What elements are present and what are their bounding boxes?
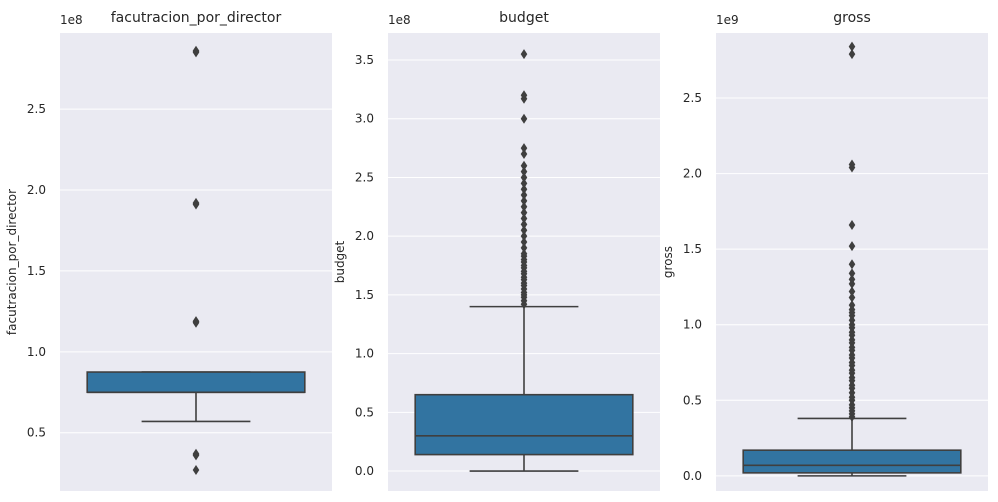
outlier-point bbox=[520, 207, 528, 218]
y-tick-label: 1.5 bbox=[683, 242, 702, 256]
outlier-point bbox=[520, 166, 528, 177]
outlier-point bbox=[848, 49, 856, 60]
outlier-point bbox=[520, 248, 528, 259]
outlier-point bbox=[520, 225, 528, 236]
outlier-point bbox=[520, 184, 528, 195]
plot-area bbox=[60, 33, 332, 491]
outlier-point bbox=[520, 219, 528, 230]
chart-title: budget bbox=[499, 10, 549, 26]
y-axis-multiplier: 1e8 bbox=[388, 13, 411, 27]
outlier-point bbox=[520, 242, 528, 253]
y-tick-label: 0.5 bbox=[355, 405, 374, 419]
y-tick-label: 2.0 bbox=[355, 229, 374, 243]
outlier-point bbox=[520, 190, 528, 201]
outlier-point bbox=[192, 316, 200, 327]
y-tick-label: 0.0 bbox=[355, 464, 374, 478]
y-tick-label: 3.0 bbox=[355, 112, 374, 126]
outlier-point bbox=[520, 195, 528, 206]
y-tick-label: 2.5 bbox=[355, 170, 374, 184]
outlier-point bbox=[520, 49, 528, 60]
subplot-3: 0.0 0.5 1.0 1.5 2.0 2.5 1e9 gross gross bbox=[661, 10, 988, 491]
outlier-point bbox=[848, 274, 856, 285]
outlier-point bbox=[520, 143, 528, 154]
outlier-point bbox=[848, 159, 856, 170]
y-tick-label: 3.5 bbox=[355, 53, 374, 67]
chart-title: facutracion_por_director bbox=[111, 10, 282, 26]
outlier-point bbox=[848, 300, 856, 311]
outlier-point bbox=[520, 178, 528, 189]
outlier-point bbox=[520, 113, 528, 124]
y-tick-label: 0.0 bbox=[683, 469, 702, 483]
outlier-point bbox=[520, 237, 528, 248]
y-axis-multiplier: 1e8 bbox=[60, 13, 83, 27]
chart-title: gross bbox=[833, 10, 871, 26]
y-axis-multiplier: 1e9 bbox=[716, 13, 739, 27]
y-tick-label: 2.5 bbox=[27, 102, 46, 116]
y-tick-label: 2.0 bbox=[27, 183, 46, 197]
outlier-point bbox=[520, 201, 528, 212]
subplot-2: 0.0 0.5 1.0 1.5 2.0 2.5 3.0 3.5 1e8 budget budget bbox=[333, 10, 660, 491]
y-axis-label: gross bbox=[661, 246, 675, 278]
outlier-point bbox=[848, 292, 856, 303]
outlier-point bbox=[192, 448, 200, 459]
outlier-point bbox=[520, 148, 528, 159]
y-axis-label: budget bbox=[333, 240, 347, 283]
outlier-point bbox=[520, 213, 528, 224]
outlier-point bbox=[192, 464, 200, 475]
y-tick-label: 1.5 bbox=[27, 264, 46, 278]
y-axis-label: facutracion_por_director bbox=[5, 189, 19, 335]
y-tick-label: 0.5 bbox=[683, 393, 702, 407]
y-tick-label: 1.5 bbox=[355, 288, 374, 302]
outlier-point bbox=[520, 231, 528, 242]
y-tick-label: 1.0 bbox=[355, 347, 374, 361]
outlier-point bbox=[520, 160, 528, 171]
outlier-point bbox=[848, 286, 856, 297]
iqr-box bbox=[742, 449, 962, 474]
y-tick-label: 2.0 bbox=[683, 167, 702, 181]
iqr-box bbox=[86, 371, 306, 394]
subplot-1: 0.5 1.0 1.5 2.0 2.5 1e8 facutracion_por_direct… bbox=[5, 10, 332, 491]
y-tick-label: 1.0 bbox=[683, 318, 702, 332]
outlier-point bbox=[848, 41, 856, 52]
y-tick-label: 1.0 bbox=[27, 345, 46, 359]
outlier-point bbox=[520, 90, 528, 101]
outlier-point bbox=[192, 197, 200, 208]
outlier-point bbox=[848, 259, 856, 270]
outlier-point bbox=[192, 45, 200, 56]
outlier-point bbox=[848, 241, 856, 252]
outlier-point bbox=[520, 172, 528, 183]
iqr-box bbox=[414, 393, 634, 456]
outlier-point bbox=[848, 219, 856, 230]
y-tick-label: 2.5 bbox=[683, 91, 702, 105]
outlier-point bbox=[848, 268, 856, 279]
y-tick-label: 0.5 bbox=[27, 426, 46, 440]
